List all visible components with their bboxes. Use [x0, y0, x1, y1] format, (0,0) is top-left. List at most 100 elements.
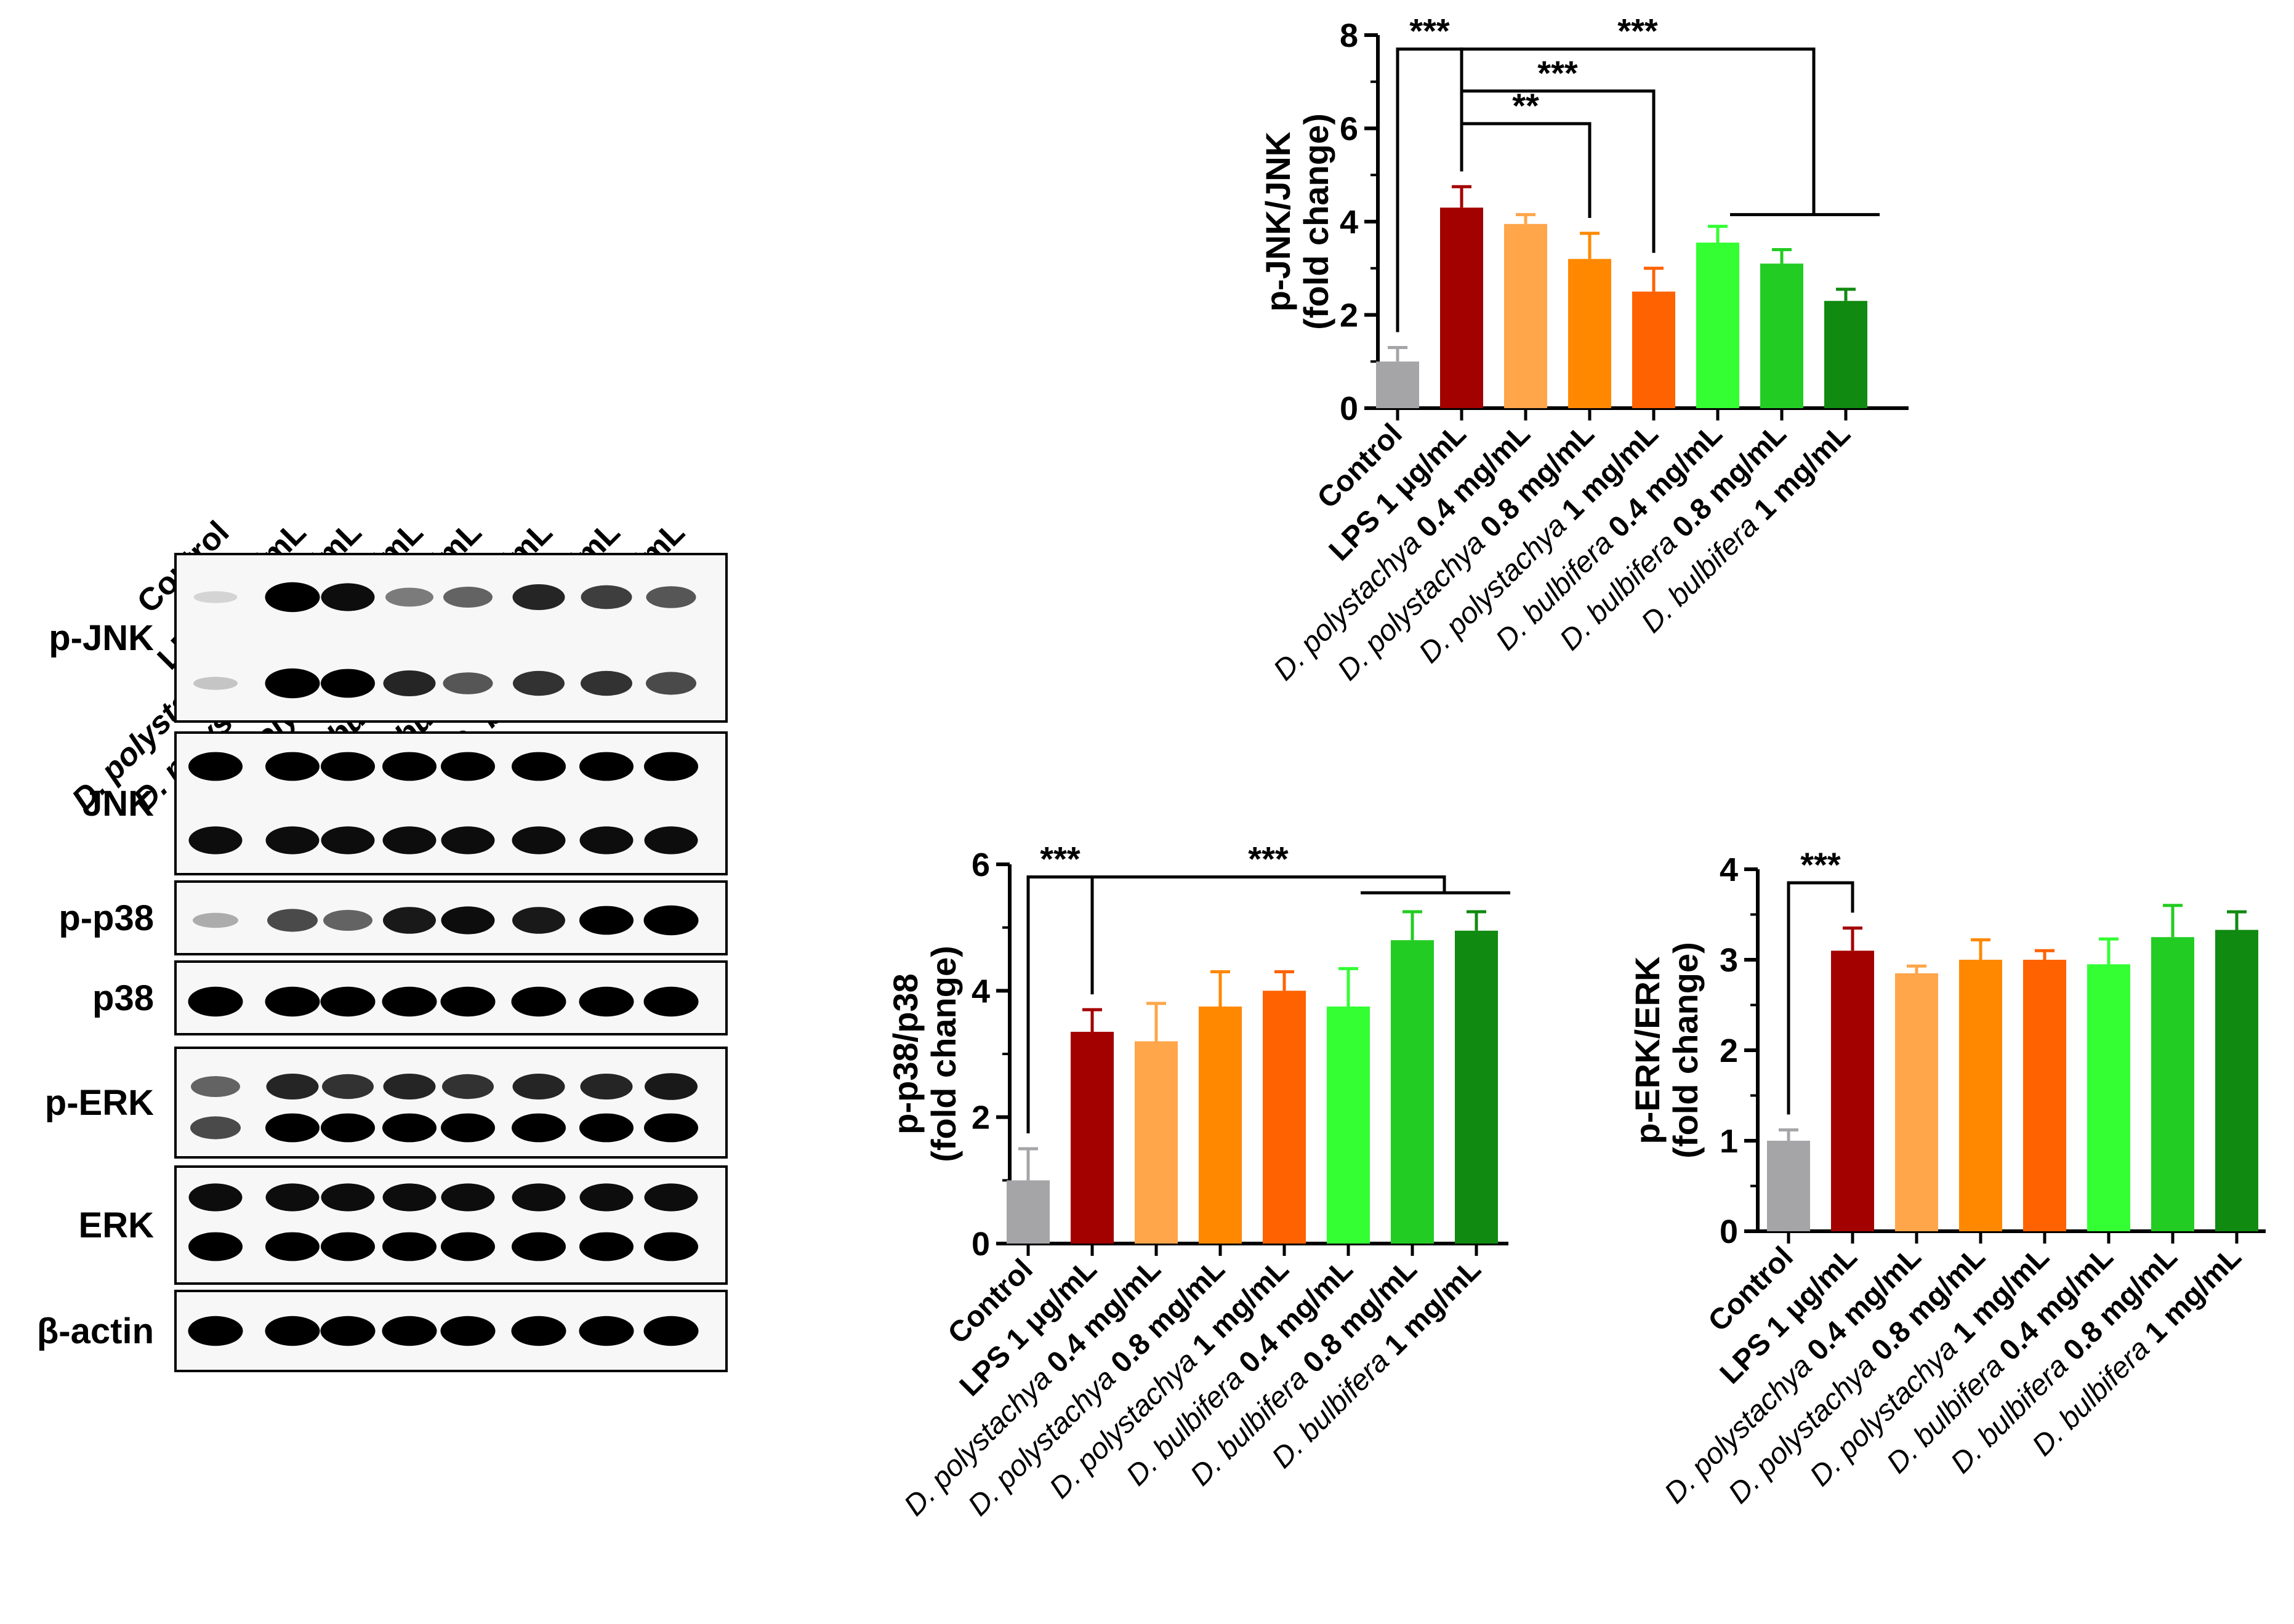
blot-band — [579, 826, 634, 854]
blot-row-label: p38 — [92, 978, 154, 1018]
y-axis-label-line1: p-p38/p38 — [886, 973, 925, 1134]
y-tick-label: 6 — [972, 846, 990, 883]
blot-band — [321, 752, 375, 781]
blot-band — [646, 672, 696, 695]
blot-band — [193, 591, 238, 603]
blot-band — [265, 1316, 320, 1346]
blot-band — [441, 1232, 495, 1261]
y-tick-label: 0 — [1340, 390, 1358, 427]
y-tick-label: 4 — [1340, 204, 1358, 241]
blot-band — [579, 986, 634, 1017]
y-axis-label: p-ERK/ERK(fold change) — [1628, 942, 1705, 1159]
blot-band — [265, 752, 320, 781]
bar — [1831, 951, 1874, 1231]
blot-band — [191, 1076, 240, 1097]
blot-band — [321, 583, 375, 611]
blot-band — [385, 587, 433, 607]
blot-band — [512, 826, 566, 854]
significance-label: ** — [1512, 86, 1539, 125]
blot-band — [265, 582, 320, 613]
blot-band — [443, 587, 493, 608]
blot-band — [643, 986, 699, 1017]
blot-band — [512, 1232, 566, 1261]
blot-band — [323, 910, 372, 931]
blot-band — [441, 826, 495, 854]
bar — [1263, 991, 1306, 1244]
blot-band — [440, 986, 496, 1017]
blot-band — [265, 1232, 320, 1261]
y-axis-label: p-JNK/JNK(fold change) — [1258, 113, 1335, 330]
bar — [1455, 930, 1498, 1244]
blot-band — [267, 909, 318, 932]
blot-band — [266, 1074, 319, 1099]
significance-bracket — [1460, 89, 1656, 253]
bar — [1767, 1141, 1810, 1231]
bar — [1760, 263, 1803, 408]
blot-band — [644, 1113, 698, 1143]
blot-band — [265, 986, 320, 1017]
bar — [1135, 1041, 1178, 1244]
bar — [2087, 964, 2130, 1231]
bar — [2215, 930, 2258, 1231]
blot-band — [321, 1113, 375, 1143]
y-axis-label-line1: p-ERK/ERK — [1628, 957, 1667, 1144]
blot-band — [644, 1232, 698, 1261]
y-tick-label: 4 — [972, 973, 990, 1010]
bar — [1824, 300, 1867, 408]
blot-band — [383, 1074, 436, 1099]
blot-band — [382, 1183, 437, 1212]
blot-band — [580, 1074, 633, 1099]
blot-band — [188, 1316, 243, 1346]
blot-band — [382, 1316, 437, 1346]
bar — [1327, 1007, 1370, 1244]
y-tick-label: 2 — [972, 1099, 990, 1136]
blot-band — [188, 1183, 243, 1212]
blot-band — [441, 1183, 495, 1212]
blot-band — [382, 986, 437, 1017]
blot-band — [643, 1316, 699, 1346]
y-tick-label: 1 — [1720, 1123, 1738, 1160]
blot-band — [579, 752, 634, 781]
blot-band — [512, 1183, 566, 1212]
blot-band — [441, 906, 495, 935]
bar — [1391, 940, 1434, 1244]
blot-band — [188, 986, 243, 1017]
blot-band — [440, 1316, 496, 1346]
blot-band — [579, 1316, 634, 1346]
blot-band — [643, 905, 699, 936]
blot-row-label: p-p38 — [58, 898, 154, 938]
y-axis-label: p-p38/p38(fold change) — [886, 946, 963, 1162]
significance-label: *** — [1248, 840, 1289, 878]
blot-band — [382, 1232, 437, 1261]
bar — [1895, 973, 1938, 1231]
blot-band — [644, 752, 698, 781]
blot-row-label: β-actin — [37, 1311, 154, 1351]
y-tick-label: 8 — [1340, 17, 1358, 54]
significance-label: *** — [1537, 54, 1578, 92]
blot-band — [193, 912, 238, 928]
blot-row-label: ERK — [79, 1205, 155, 1245]
blot-band — [320, 986, 376, 1017]
blot-band — [644, 1183, 698, 1212]
blot-band — [265, 668, 320, 699]
significance-bracket — [1460, 122, 1592, 218]
y-tick-label: 2 — [1340, 297, 1358, 334]
blot-band — [579, 1113, 634, 1143]
blot-band — [581, 670, 632, 696]
significance-label: *** — [1617, 12, 1658, 50]
blot-band — [579, 906, 634, 935]
y-tick-label: 0 — [972, 1226, 990, 1263]
bar — [1199, 1007, 1242, 1244]
blot-row-label: p-JNK — [49, 618, 154, 658]
y-tick-label: 6 — [1340, 111, 1358, 148]
blot-band — [646, 586, 696, 608]
bar — [2151, 937, 2194, 1231]
bar — [1376, 361, 1419, 408]
bar — [1504, 223, 1547, 408]
blot-band — [581, 585, 632, 609]
blot-band — [441, 752, 495, 781]
blot-band — [265, 826, 320, 854]
